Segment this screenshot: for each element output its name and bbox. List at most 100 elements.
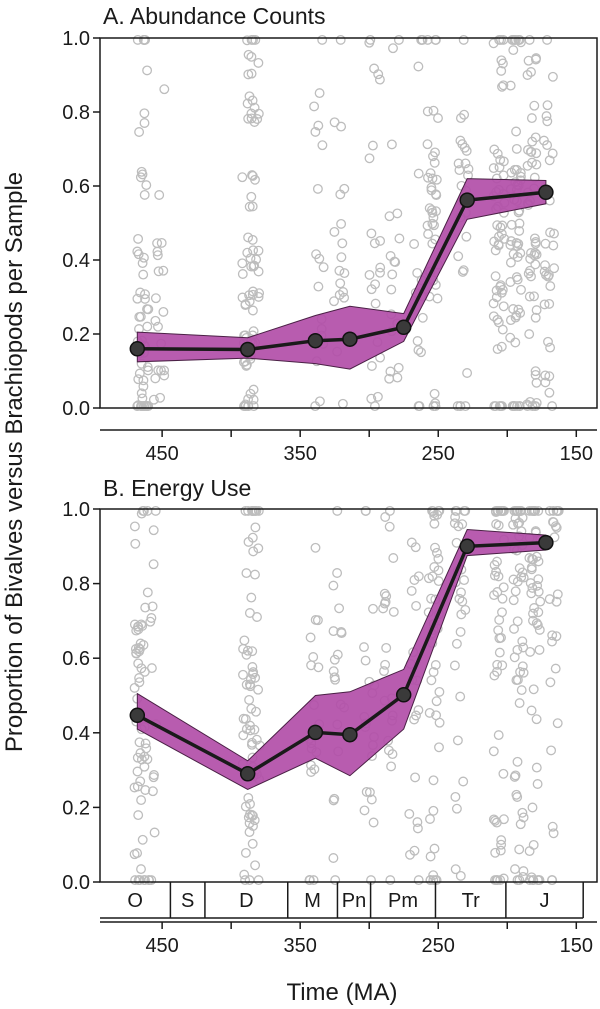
sample-point [518,866,529,877]
sample-point [304,875,315,886]
mean-point [395,319,412,336]
sample-point [526,248,536,258]
sample-point [511,143,522,154]
sample-point [539,135,549,146]
sample-point [332,568,343,578]
sample-point [423,172,433,183]
mean-point [307,332,324,349]
sample-point [247,810,258,821]
sample-point [499,233,510,244]
sample-point [330,875,341,886]
sample-point [524,846,535,857]
sample-point [244,296,255,307]
sample-point [329,654,340,665]
sample-point [306,760,316,771]
sample-point [247,532,258,543]
sample-point [544,594,555,605]
sample-point [533,505,544,516]
sample-point [426,675,437,686]
sample-point [242,247,253,258]
sample-point [514,698,525,709]
sample-point [428,870,439,881]
sample-point [497,593,508,604]
sample-point [416,34,427,45]
sample-point [428,667,439,677]
sample-point [432,509,443,520]
sample-point [505,277,516,287]
sample-point [156,237,167,248]
sample-point [428,212,439,223]
sample-point [515,167,526,178]
sample-point [545,281,556,292]
sample-point [543,270,554,280]
sample-point [139,108,150,119]
sample-point [543,336,553,347]
sample-point [142,754,153,765]
sample-point [247,662,258,672]
sample-point [153,266,164,277]
sample-point [253,291,264,302]
sample-point [494,401,505,412]
sample-point [433,565,444,576]
sample-point [383,745,394,756]
sample-point [248,384,259,395]
sample-point [311,249,322,260]
sample-point [137,621,148,631]
sample-point [546,745,557,756]
sample-point [339,183,350,194]
panel-title: B. Energy Use [103,475,251,501]
sample-point [429,157,440,168]
sample-point [314,396,325,407]
sample-point [245,725,256,736]
sample-point [425,814,435,824]
sample-point [244,201,255,212]
sample-point [387,269,398,280]
sample-point [243,232,254,243]
sample-point [310,401,321,412]
sample-point [336,218,347,229]
sample-point [132,848,143,859]
y-tick-label: 0.2 [62,797,90,819]
sample-point [509,401,520,412]
sample-point [531,53,542,64]
x-axis: 450 350 250 150 [100,429,597,465]
sample-point [249,815,260,826]
period-label: Tr [462,890,480,912]
sample-point [148,394,159,405]
sample-point [530,369,541,380]
sample-point [247,305,258,316]
sample-point [493,317,504,328]
sample-point [136,864,146,875]
sample-point [386,761,397,772]
sample-point [510,337,521,348]
sample-point [526,146,537,157]
sample-point [328,853,339,863]
sample-point [158,265,169,276]
sample-point [374,74,385,85]
sample-point [237,172,248,183]
sample-point [428,805,439,816]
sample-point [494,647,505,658]
x-tick-label: 150 [560,443,593,465]
sample-point [552,718,563,729]
sample-point [522,70,533,80]
sample-point [422,139,433,150]
sample-point [309,101,320,112]
sample-point [498,80,509,91]
sample-point [380,659,391,670]
sample-point [531,714,542,725]
sample-point [427,571,438,582]
x-tick-label: 250 [422,935,455,957]
sample-point [541,111,552,122]
sample-point [533,556,544,567]
sample-point [133,658,144,669]
sample-point [253,875,264,886]
sample-point [147,601,158,612]
sample-point [338,287,349,297]
sample-point [384,521,395,532]
sample-point [493,239,504,250]
sample-point [359,805,370,816]
sample-point [366,228,377,239]
sample-point [514,225,525,236]
sample-point [422,106,433,117]
